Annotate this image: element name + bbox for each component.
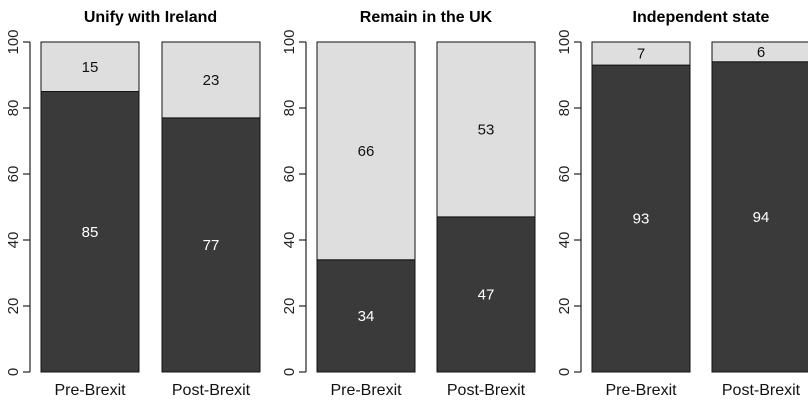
y-tick-label: 40 — [5, 232, 22, 249]
y-tick-label: 20 — [5, 298, 22, 315]
bar-segment — [161, 117, 261, 373]
bar-value-label: 53 — [478, 121, 495, 138]
bar-segment — [436, 216, 536, 373]
y-tick-label: 60 — [556, 166, 573, 183]
y-tick-label: 0 — [556, 368, 573, 376]
y-tick-label: 80 — [281, 100, 298, 117]
bar-value-label: 6 — [757, 44, 765, 61]
chart-panel: Independent state 0 20 40 60 80 100 93 7 Pre-Brex… — [556, 9, 808, 399]
bar-segment — [161, 41, 261, 119]
bar-segment — [40, 91, 140, 373]
y-tick-label: 0 — [5, 368, 22, 376]
y-tick-label: 0 — [281, 368, 298, 376]
panel-title: Remain in the UK — [360, 9, 493, 26]
bar-segment — [316, 41, 416, 261]
bar-value-label: 23 — [203, 72, 220, 89]
y-tick-label: 100 — [5, 29, 22, 54]
bar-segment — [711, 61, 808, 373]
bar-segment — [591, 64, 691, 373]
chart-panel: Remain in the UK 0 20 40 60 80 100 34 66 Pre-Brex… — [281, 9, 536, 399]
x-category-label: Pre-Brexit — [54, 382, 126, 399]
chart-panel: Unify with Ireland 0 20 40 60 80 100 85 15 Pre-Br… — [5, 9, 261, 399]
bar-segment — [436, 41, 536, 218]
x-category-label: Post-Brexit — [447, 382, 526, 399]
y-tick-label: 60 — [5, 166, 22, 183]
panel-title: Independent state — [633, 9, 770, 26]
y-tick-label: 100 — [281, 29, 298, 54]
x-category-label: Post-Brexit — [172, 382, 251, 399]
y-tick-label: 60 — [281, 166, 298, 183]
y-tick-label: 40 — [281, 232, 298, 249]
bar-segment — [316, 259, 416, 373]
y-tick-label: 80 — [556, 100, 573, 117]
bar-value-label: 85 — [82, 224, 99, 241]
y-tick-label: 80 — [5, 100, 22, 117]
x-category-label: Pre-Brexit — [330, 382, 402, 399]
bar-value-label: 7 — [637, 46, 645, 63]
bar-segment — [591, 41, 691, 66]
bar-value-label: 15 — [82, 59, 99, 76]
bar-value-label: 93 — [633, 211, 650, 228]
bar-segment — [40, 41, 140, 92]
bar-segment — [711, 41, 808, 63]
bar-value-label: 34 — [358, 308, 375, 325]
bar-value-label: 47 — [478, 286, 495, 303]
x-category-label: Pre-Brexit — [605, 382, 677, 399]
x-category-label: Post-Brexit — [722, 382, 801, 399]
bar-value-label: 94 — [753, 209, 770, 226]
y-tick-label: 100 — [556, 29, 573, 54]
y-tick-label: 40 — [556, 232, 573, 249]
panel-title: Unify with Ireland — [84, 9, 217, 26]
y-tick-label: 20 — [281, 298, 298, 315]
y-tick-label: 20 — [556, 298, 573, 315]
bar-value-label: 77 — [203, 237, 220, 254]
bar-value-label: 66 — [358, 143, 375, 160]
